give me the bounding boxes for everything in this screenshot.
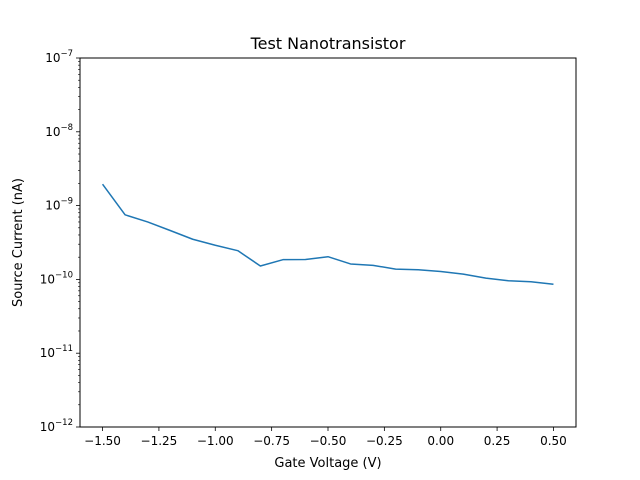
- y-tick-label: 10−8: [45, 123, 73, 139]
- x-tick-label: −1.00: [197, 434, 234, 448]
- x-tick-label: −1.50: [84, 434, 121, 448]
- y-tick-label: 10−12: [40, 418, 73, 434]
- data-lines: [101, 183, 554, 285]
- x-tick-label: −0.25: [366, 434, 403, 448]
- x-tick-label: −0.75: [253, 434, 290, 448]
- y-tick-label: 10−7: [45, 49, 73, 65]
- series-line: [101, 183, 554, 285]
- y-tick-label: 10−10: [40, 270, 73, 286]
- x-tick-label: 0.50: [540, 434, 567, 448]
- x-tick-label: 0.25: [484, 434, 511, 448]
- y-tick-label: 10−11: [40, 344, 73, 360]
- plot-frame: [79, 57, 577, 428]
- x-axis-label: Gate Voltage (V): [274, 456, 381, 471]
- y-tick-label: 10−9: [45, 197, 73, 213]
- x-tick-label: −1.25: [141, 434, 178, 448]
- chart-title: Test Nanotransistor: [250, 34, 406, 53]
- plot-area: −1.50 −1.25 −1.00 −0.75 −0.50 −0.25 0.00 0.25 0.…: [40, 49, 577, 448]
- x-tick-label: −0.50: [310, 434, 347, 448]
- y-axis-label: Source Current (nA): [11, 178, 26, 307]
- axis-ticks: −1.50 −1.25 −1.00 −0.75 −0.50 −0.25 0.00 0.25 0.…: [40, 49, 567, 448]
- x-tick-label: 0.00: [427, 434, 454, 448]
